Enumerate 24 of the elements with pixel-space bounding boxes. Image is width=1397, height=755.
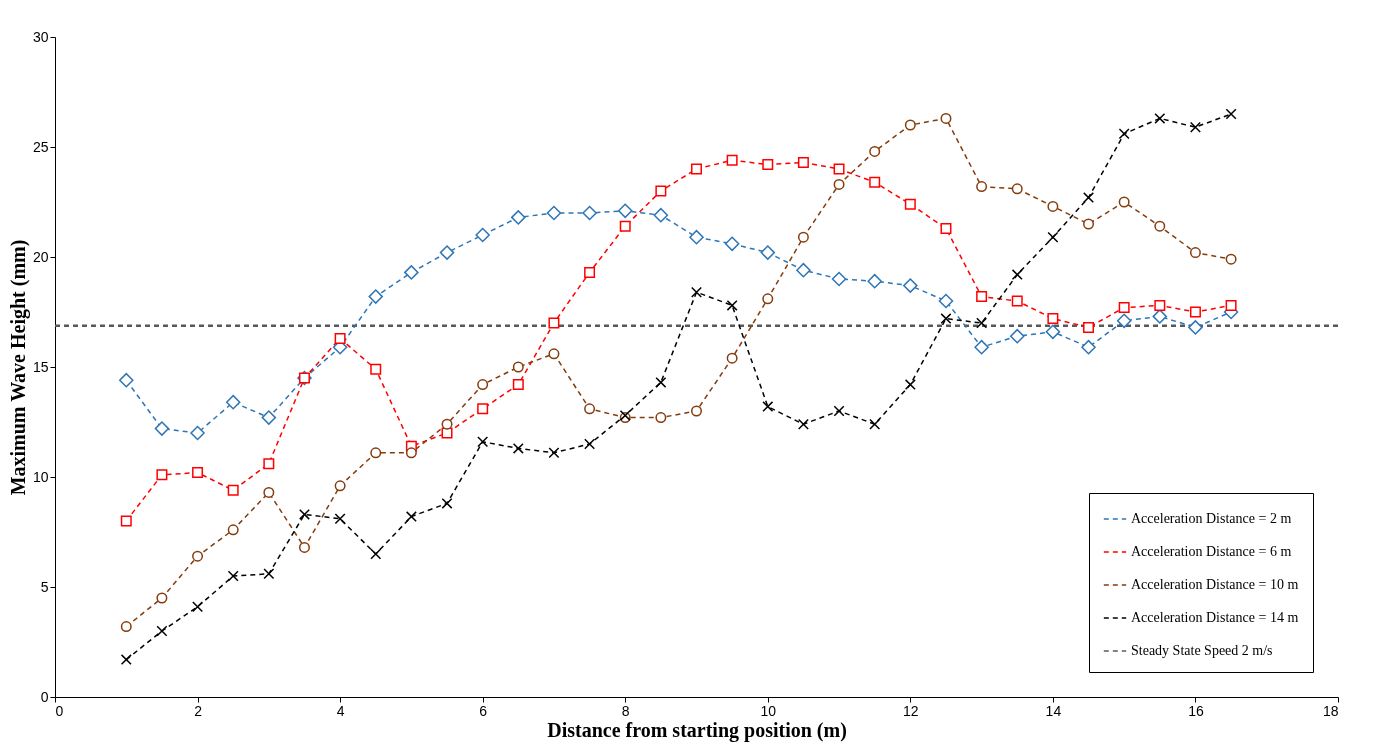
y-tick-label: 20	[32, 248, 49, 265]
y-tick-label: 15	[32, 358, 49, 375]
x-tick-label: 6	[479, 702, 488, 719]
x-tick-label: 8	[621, 702, 630, 719]
x-tick-label: 12	[903, 702, 919, 719]
legend-label: Acceleration Distance = 2 m	[1131, 511, 1292, 526]
legend-label: Acceleration Distance = 14 m	[1131, 610, 1299, 625]
x-tick-label: 0	[55, 702, 64, 719]
y-tick-label: 25	[32, 138, 49, 155]
legend-label: Acceleration Distance = 6 m	[1131, 544, 1292, 559]
x-tick-label: 18	[1322, 702, 1339, 719]
y-tick-label: 10	[32, 468, 49, 485]
x-tick-label: 4	[336, 702, 345, 719]
legend-label: Acceleration Distance = 10 m	[1131, 577, 1299, 592]
x-tick-label: 10	[760, 702, 777, 719]
x-tick-label: 14	[1045, 702, 1062, 719]
y-tick-label: 5	[40, 578, 49, 595]
y-tick-label: 0	[40, 688, 49, 705]
x-axis-title: Distance from starting position (m)	[547, 718, 847, 742]
x-tick-label: 16	[1188, 702, 1204, 719]
y-tick-label: 30	[32, 28, 49, 45]
y-axis-title: Maximum Wave Height (mm)	[6, 239, 30, 496]
x-tick-label: 2	[194, 702, 203, 719]
legend-label: Steady State Speed 2 m/s	[1131, 643, 1273, 658]
